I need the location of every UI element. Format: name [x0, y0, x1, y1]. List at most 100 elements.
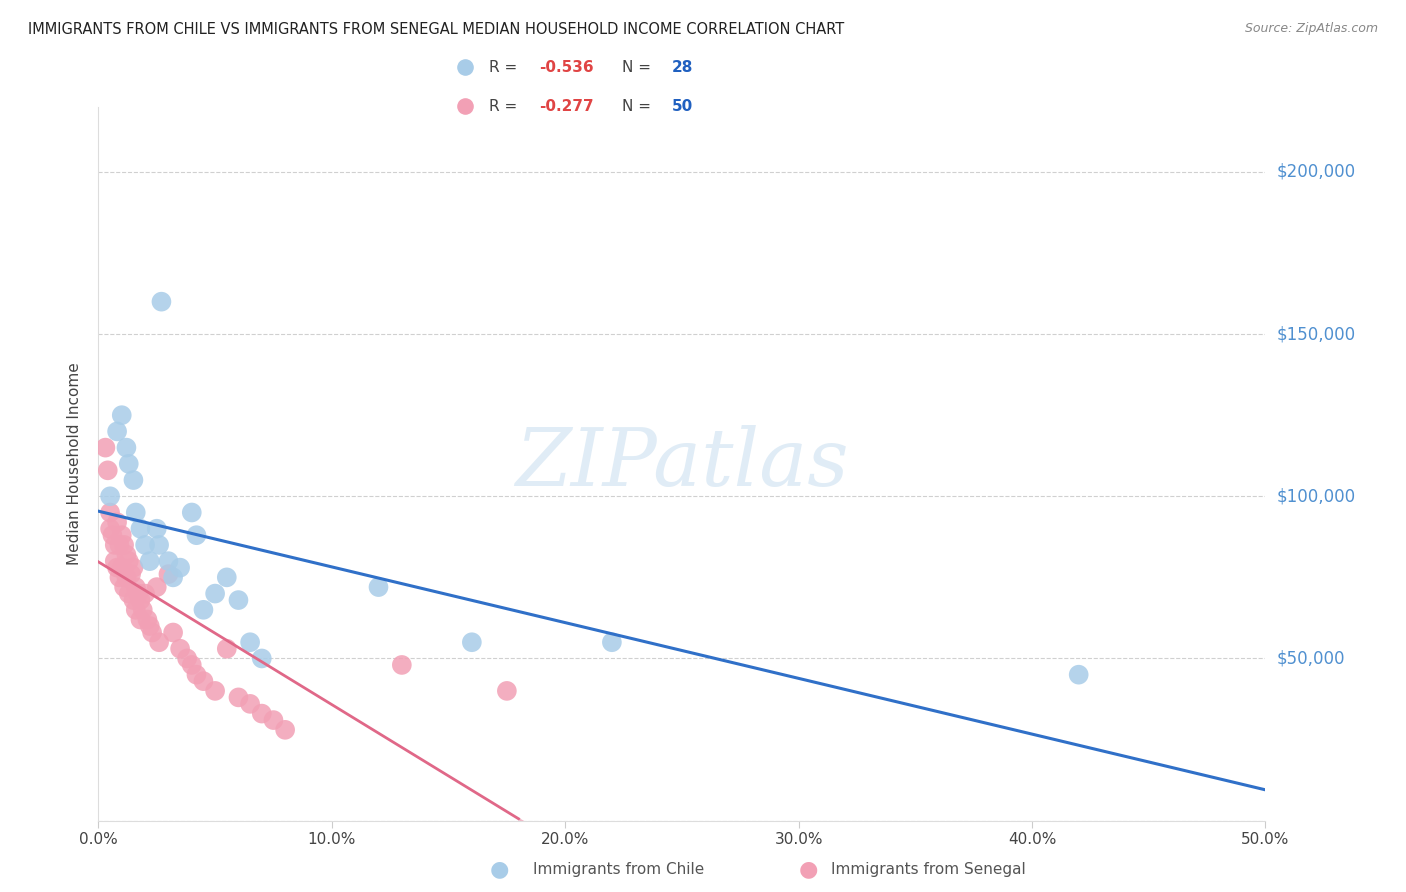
Point — [112, 580, 135, 594]
Point — [118, 586, 141, 600]
Point — [115, 441, 138, 455]
Point — [108, 538, 131, 552]
Point — [127, 586, 149, 600]
Point — [134, 538, 156, 552]
Text: $200,000: $200,000 — [1277, 163, 1355, 181]
Point — [148, 635, 170, 649]
Point — [105, 560, 128, 574]
Point — [193, 603, 215, 617]
Point — [453, 99, 475, 113]
Text: -0.277: -0.277 — [538, 99, 593, 114]
Point — [129, 522, 152, 536]
Point — [150, 294, 173, 309]
Point — [186, 667, 208, 681]
Point — [215, 641, 238, 656]
Point — [120, 567, 142, 582]
Text: ●: ● — [799, 860, 818, 880]
Point — [104, 538, 127, 552]
Text: R =: R = — [489, 99, 523, 114]
Point — [453, 61, 475, 75]
Point — [180, 657, 202, 672]
Point — [162, 625, 184, 640]
Point — [215, 570, 238, 584]
Point — [118, 457, 141, 471]
Point — [157, 554, 180, 568]
Text: $100,000: $100,000 — [1277, 487, 1355, 505]
Point — [94, 441, 117, 455]
Point — [115, 548, 138, 562]
Text: IMMIGRANTS FROM CHILE VS IMMIGRANTS FROM SENEGAL MEDIAN HOUSEHOLD INCOME CORRELA: IMMIGRANTS FROM CHILE VS IMMIGRANTS FROM… — [28, 22, 845, 37]
Point — [125, 580, 148, 594]
Point — [112, 538, 135, 552]
Text: 28: 28 — [672, 60, 693, 75]
Point — [125, 506, 148, 520]
Point — [169, 641, 191, 656]
Point — [193, 674, 215, 689]
Point — [600, 635, 623, 649]
Point — [139, 554, 162, 568]
Point — [146, 522, 169, 536]
Point — [105, 515, 128, 529]
Point — [97, 463, 120, 477]
Point — [136, 613, 159, 627]
Text: Immigrants from Senegal: Immigrants from Senegal — [831, 863, 1025, 877]
Point — [250, 651, 273, 665]
Point — [111, 408, 134, 422]
Point — [186, 528, 208, 542]
Point — [274, 723, 297, 737]
Text: ZIPatlas: ZIPatlas — [515, 425, 849, 502]
Point — [129, 613, 152, 627]
Point — [180, 506, 202, 520]
Point — [118, 554, 141, 568]
Text: N =: N = — [623, 60, 657, 75]
Point — [98, 522, 121, 536]
Point — [157, 567, 180, 582]
Text: $150,000: $150,000 — [1277, 325, 1355, 343]
Text: 50: 50 — [672, 99, 693, 114]
Text: Source: ZipAtlas.com: Source: ZipAtlas.com — [1244, 22, 1378, 36]
Point — [169, 560, 191, 574]
Point — [391, 657, 413, 672]
Point — [98, 489, 121, 503]
Point — [98, 506, 121, 520]
Y-axis label: Median Household Income: Median Household Income — [67, 362, 83, 566]
Point — [367, 580, 389, 594]
Point — [250, 706, 273, 721]
Point — [115, 570, 138, 584]
Point — [122, 560, 145, 574]
Point — [461, 635, 484, 649]
Point — [162, 570, 184, 584]
Point — [139, 619, 162, 633]
Point — [111, 560, 134, 574]
Point — [262, 713, 284, 727]
Point — [129, 593, 152, 607]
Point — [125, 603, 148, 617]
Point — [108, 570, 131, 584]
Point — [122, 593, 145, 607]
Text: $50,000: $50,000 — [1277, 649, 1346, 667]
Text: N =: N = — [623, 99, 657, 114]
Point — [204, 586, 226, 600]
Point — [134, 586, 156, 600]
Point — [132, 603, 155, 617]
Text: Immigrants from Chile: Immigrants from Chile — [533, 863, 704, 877]
Text: R =: R = — [489, 60, 523, 75]
Point — [1067, 667, 1090, 681]
Point — [495, 684, 517, 698]
Point — [105, 425, 128, 439]
Point — [176, 651, 198, 665]
Point — [111, 528, 134, 542]
Point — [239, 635, 262, 649]
Point — [141, 625, 163, 640]
Point — [101, 528, 124, 542]
Point — [148, 538, 170, 552]
Point — [122, 473, 145, 487]
Point — [239, 697, 262, 711]
Point — [204, 684, 226, 698]
Point — [228, 690, 250, 705]
Point — [104, 554, 127, 568]
Point — [146, 580, 169, 594]
Point — [228, 593, 250, 607]
Text: ●: ● — [489, 860, 509, 880]
Text: -0.536: -0.536 — [538, 60, 593, 75]
